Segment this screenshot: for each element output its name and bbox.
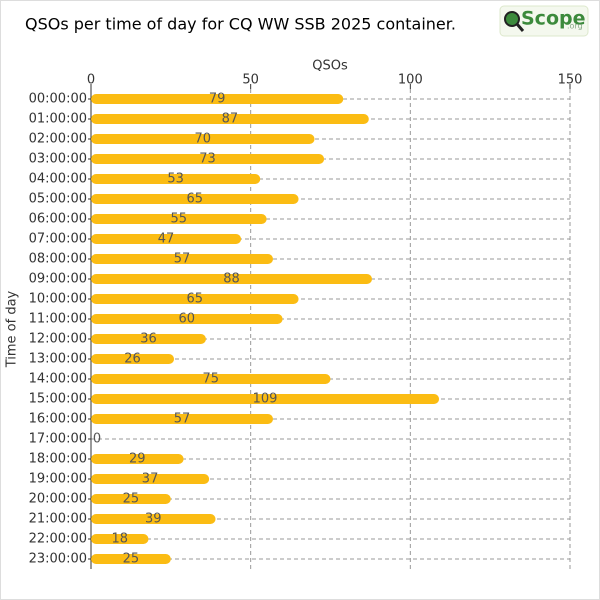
x-tick-label: 0 [87,73,95,88]
y-tick-label: 13:00:00 [29,352,87,367]
bar [91,274,373,284]
x-axis-label: QSOs [312,59,348,74]
value-label: 25 [123,552,140,567]
value-label: 70 [194,132,211,147]
bar [91,474,210,484]
y-tick-label: 00:00:00 [29,92,87,107]
logo: Scope .org [499,5,589,37]
x-tick-label: 100 [398,73,423,88]
value-label: 18 [111,532,128,547]
y-tick-label: 04:00:00 [29,172,87,187]
y-tick-label: 23:00:00 [29,552,87,567]
value-label: 25 [123,492,140,507]
y-tick-label: 20:00:00 [29,492,87,507]
value-label: 57 [174,252,191,267]
bar [91,254,274,264]
y-tick-label: 17:00:00 [29,432,87,447]
y-tick-label: 19:00:00 [29,472,87,487]
bar [91,234,242,244]
value-label: 37 [142,472,159,487]
bar [91,194,299,204]
y-tick-label: 18:00:00 [29,452,87,467]
y-tick-label: 01:00:00 [29,112,87,127]
value-label: 0 [93,432,101,447]
value-label: 73 [199,152,216,167]
y-tick-label: 03:00:00 [29,152,87,167]
bar [91,294,299,304]
logo-suffix: .org [567,22,583,31]
value-label: 47 [158,232,175,247]
logo-icon [504,11,520,27]
bar [91,554,171,564]
y-tick-label: 12:00:00 [29,332,87,347]
y-tick-label: 14:00:00 [29,372,87,387]
y-tick-label: 16:00:00 [29,412,87,427]
bar [91,494,171,504]
value-label: 29 [129,452,146,467]
bar [91,454,184,464]
y-tick-label: 05:00:00 [29,192,87,207]
value-label: 57 [174,412,191,427]
value-label: 79 [209,92,226,107]
bar [91,514,216,524]
value-label: 53 [167,172,184,187]
y-tick-label: 21:00:00 [29,512,87,527]
y-tick-label: 07:00:00 [29,232,87,247]
value-label: 36 [140,332,157,347]
y-tick-label: 22:00:00 [29,532,87,547]
y-tick-label: 06:00:00 [29,212,87,227]
bar [91,334,206,344]
bar [91,354,175,364]
value-label: 65 [187,292,204,307]
y-tick-label: 15:00:00 [29,392,87,407]
bar [91,94,344,104]
bar [91,394,440,404]
value-label: 39 [145,512,162,527]
value-label: 87 [222,112,239,127]
value-label: 60 [179,312,196,327]
y-tick-label: 10:00:00 [29,292,87,307]
x-tick-label: 150 [558,73,583,88]
bar [91,534,149,544]
bar [91,114,369,124]
chart-title: QSOs per time of day for CQ WW SSB 2025 … [25,15,456,34]
bar [91,314,283,324]
y-tick-label: 09:00:00 [29,272,87,287]
bar [91,414,274,424]
logo-text: Scope [521,8,586,30]
bar [91,154,325,164]
y-tick-label: 02:00:00 [29,132,87,147]
y-tick-label: 11:00:00 [29,312,87,327]
value-label: 109 [253,392,278,407]
value-label: 65 [187,192,204,207]
y-axis-label: Time of day [5,290,20,368]
x-tick-label: 50 [242,73,259,88]
logo-handle [515,23,525,32]
value-label: 55 [171,212,188,227]
value-label: 26 [124,352,141,367]
bar [91,374,331,384]
y-tick-label: 08:00:00 [29,252,87,267]
bar [91,214,267,224]
bar [91,134,315,144]
value-label: 88 [223,272,240,287]
value-label: 75 [202,372,219,387]
bar [91,174,261,184]
